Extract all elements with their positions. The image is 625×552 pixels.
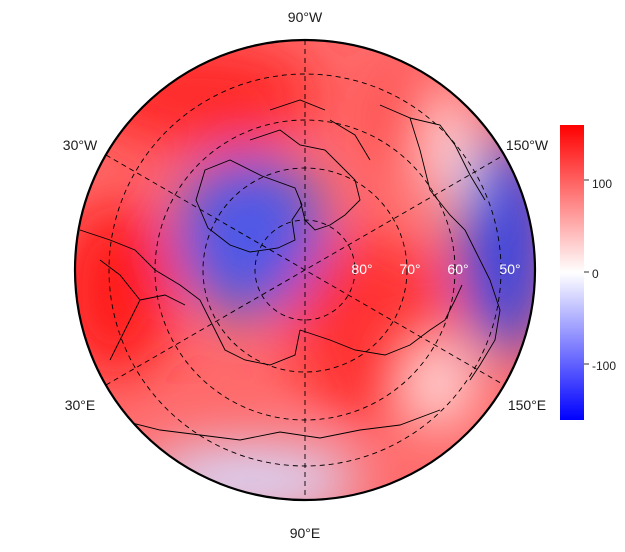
lon-label-upper-left: 30°W [63, 137, 98, 153]
europe-coast [79, 229, 301, 366]
map-boundary [73, 38, 537, 502]
meridian-30e-150w [105, 154, 505, 386]
lat-label-60: 60° [447, 261, 468, 277]
colorbar-label-neg100: -100 [592, 359, 616, 373]
coastlines [79, 99, 501, 441]
asia-border [119, 409, 441, 441]
graticule [105, 40, 505, 500]
negative-north-pacific [460, 135, 535, 355]
negative-greenland [175, 155, 325, 315]
lon-label-upper-right: 150°W [506, 137, 549, 153]
colorbar-label-0: 0 [592, 267, 599, 281]
alaska-coast [409, 117, 486, 201]
lon-label-lower-right: 150°E [508, 397, 546, 413]
lon-label-top: 90°W [288, 9, 323, 25]
lat-label-50: 50° [499, 261, 520, 277]
anomaly-field [75, 40, 535, 500]
neutral-white-band [432, 90, 468, 210]
positive-scandinavia [75, 200, 175, 380]
colorbar-label-100: 100 [592, 177, 612, 191]
lon-label-lower-left: 30°E [65, 397, 96, 413]
colorbar: 100 0 -100 [560, 125, 616, 420]
negative-east-asia [140, 445, 360, 500]
lat-label-70: 70° [399, 261, 420, 277]
neutral-white-east [410, 345, 470, 425]
canadian-archipelago [249, 99, 371, 231]
scandinavia-coast [99, 259, 186, 361]
colorbar-gradient [560, 125, 584, 420]
lon-label-bottom: 90°E [290, 525, 321, 541]
greenland-coast [195, 159, 303, 253]
north-america-coast [379, 104, 501, 381]
siberia-coast [299, 284, 463, 356]
lat-label-80: 80° [351, 261, 372, 277]
